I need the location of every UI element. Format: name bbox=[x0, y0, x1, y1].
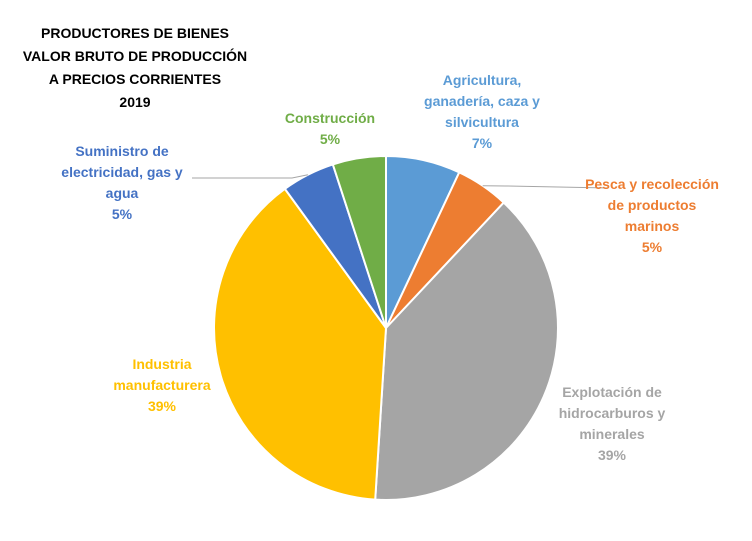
slice-name-line: silvicultura bbox=[445, 114, 519, 130]
slice-labels: Agricultura, ganadería, caza y silvicultur… bbox=[61, 72, 719, 463]
slice-name-line: manufacturera bbox=[113, 377, 210, 393]
chart-title-line: PRODUCTORES DE BIENES bbox=[41, 25, 229, 41]
chart-title-line: 2019 bbox=[119, 94, 150, 110]
slice-percent-label: 5% bbox=[642, 239, 663, 255]
slice-name-line: Agricultura, bbox=[443, 72, 522, 88]
slice-name-line: Suministro de bbox=[75, 143, 169, 159]
chart-title-line: A PRECIOS CORRIENTES bbox=[49, 71, 221, 87]
leader-lines bbox=[192, 174, 609, 189]
slice-label-electricidad: Suministro de electricidad, gas y agua 5% bbox=[61, 143, 183, 222]
slice-name-line: ganadería, caza y bbox=[424, 93, 540, 109]
slice-name-line: hidrocarburos y bbox=[559, 405, 666, 421]
slice-label-construccion: Construcción 5% bbox=[285, 110, 375, 147]
slice-percent-label: 39% bbox=[148, 398, 177, 414]
slice-name-line: de productos bbox=[608, 197, 697, 213]
pie-slice-hidrocarburos bbox=[374, 201, 559, 501]
slice-name-line: agua bbox=[106, 185, 139, 201]
pie-slice-construccion bbox=[331, 154, 387, 329]
slice-label-hidrocarburos: Explotación de hidrocarburos y minerales 39… bbox=[559, 384, 666, 463]
slice-name-line: electricidad, gas y bbox=[61, 164, 183, 180]
slice-label-pesca: Pesca y recolección de productos marinos 5% bbox=[585, 176, 719, 255]
slice-percent-label: 39% bbox=[598, 447, 627, 463]
pie-slices bbox=[213, 154, 559, 501]
slice-name-line: marinos bbox=[625, 218, 680, 234]
pie-slice-industria bbox=[213, 187, 388, 501]
slice-label-agricultura: Agricultura, ganadería, caza y silvicultur… bbox=[424, 72, 540, 151]
slice-name-line: Construcción bbox=[285, 110, 375, 126]
slice-name-line: minerales bbox=[579, 426, 645, 442]
slice-name-line: Pesca y recolección bbox=[585, 176, 719, 192]
chart-title: PRODUCTORES DE BIENES VALOR BRUTO DE PROD… bbox=[23, 25, 247, 110]
slice-name-line: Explotación de bbox=[562, 384, 662, 400]
chart-title-line: VALOR BRUTO DE PRODUCCIÓN bbox=[23, 47, 247, 64]
leader-line-pesca bbox=[482, 185, 609, 189]
slice-percent-label: 5% bbox=[112, 206, 133, 222]
leader-line-electricidad bbox=[192, 174, 309, 179]
slice-percent-label: 5% bbox=[320, 131, 341, 147]
slice-label-industria: Industria manufacturera 39% bbox=[113, 356, 210, 414]
slice-percent-label: 7% bbox=[472, 135, 493, 151]
slice-name-line: Industria bbox=[132, 356, 191, 372]
